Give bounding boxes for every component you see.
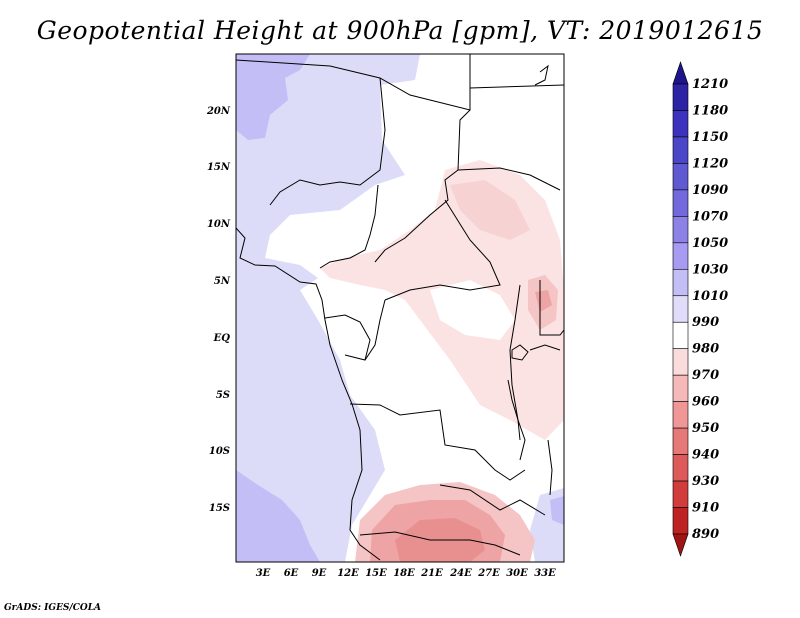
- colorbar-label: 1090: [692, 183, 728, 198]
- colorbar-swatch: [672, 268, 689, 297]
- colorbar-swatch: [672, 216, 689, 244]
- border-north-3: [374, 109, 471, 263]
- map-title: Geopotential Height at 900hPa [gpm], VT:…: [36, 16, 764, 45]
- colorbar-label: 960: [692, 395, 719, 410]
- lat-label: 20N: [206, 106, 231, 117]
- lon-axis: 3E 6E 9E 12E 15E 18E 21E 24E 27E 30E 33E: [256, 568, 556, 579]
- colorbar-swatch: [672, 374, 689, 402]
- border-drc-east: [509, 284, 526, 461]
- colorbar-swatch: [672, 427, 689, 455]
- shade-1030-se-dark: [550, 496, 564, 525]
- colorbar-swatch: [672, 321, 689, 350]
- border-gabon: [324, 314, 371, 361]
- colorbar-label: 1210: [692, 77, 728, 92]
- lon-label: 12E: [337, 568, 359, 579]
- lon-label: 21E: [420, 568, 443, 579]
- lake-tanganyika: [507, 379, 521, 441]
- lon-label: 15E: [365, 568, 387, 579]
- border-drc-south: [349, 403, 526, 481]
- colorbar-label: 910: [692, 501, 719, 516]
- colorbar-label: 1150: [692, 130, 728, 145]
- colorbar-swatch: [672, 348, 689, 376]
- colorbar-swatch: [672, 401, 689, 429]
- border-car: [384, 199, 501, 301]
- colorbar-label: 950: [692, 421, 719, 436]
- colorbar-label: 990: [692, 315, 719, 330]
- colorbar-label: 1010: [692, 289, 728, 304]
- border-east-1: [539, 280, 564, 336]
- lon-label: 27E: [477, 568, 500, 579]
- border-north-4: [469, 84, 564, 89]
- lat-axis: 20N 15N 10N 5N EQ 5S 10S 15S: [206, 106, 231, 514]
- colorbar-label: 1180: [692, 103, 728, 118]
- colorbar-swatch: [672, 507, 689, 535]
- lon-label: 33E: [534, 568, 556, 579]
- lon-label: 18E: [393, 568, 415, 579]
- map-frame: [235, 53, 565, 563]
- lat-label: 10N: [207, 219, 231, 230]
- colorbar-label: 1030: [692, 262, 728, 277]
- border-sudan: [457, 167, 561, 191]
- shade-990-interior-white: [430, 280, 515, 340]
- lon-label: 30E: [506, 568, 528, 579]
- lon-label: 3E: [256, 568, 271, 579]
- colorbar: 1210 1180 1150 1120 1090 1070 1050 1030 1010 990 9…: [672, 61, 728, 557]
- shade-1030-north: [236, 54, 310, 140]
- shade-960-east-core: [535, 290, 552, 312]
- west-africa-coast: [236, 227, 381, 561]
- height-field: [236, 54, 564, 562]
- colorbar-label: 970: [692, 368, 719, 383]
- border-cameroon: [319, 184, 379, 269]
- colorbar-label: 1120: [692, 156, 728, 171]
- colorbar-swatch: [672, 242, 689, 270]
- colorbar-swatch: [672, 110, 689, 138]
- lat-label: 5N: [214, 276, 231, 287]
- shade-980-north-pink: [450, 180, 530, 240]
- lat-label: 15N: [207, 162, 231, 173]
- lat-label: 5S: [216, 390, 230, 401]
- colorbar-swatch: [672, 163, 689, 191]
- border-north-1: [236, 54, 471, 111]
- colorbar-cap-top: [672, 61, 689, 85]
- shade-1010-west: [236, 54, 420, 562]
- colorbar-label: 940: [692, 448, 719, 463]
- border-angola-south: [359, 531, 521, 556]
- shade-1030-southwest: [236, 470, 320, 562]
- lat-label: EQ: [213, 333, 231, 344]
- colorbar-swatch: [672, 83, 689, 111]
- lon-label: 6E: [284, 568, 299, 579]
- colorbar-label: 980: [692, 342, 719, 357]
- border-congo-north: [344, 299, 386, 361]
- border-east-2: [529, 344, 561, 351]
- lon-label: 9E: [312, 568, 327, 579]
- colorbar-swatch: [672, 454, 689, 482]
- country-borders: [236, 54, 564, 561]
- colorbar-label: 930: [692, 474, 719, 489]
- colorbar-swatch: [672, 295, 689, 323]
- credit-label: GrADS: IGES/COLA: [4, 603, 102, 613]
- colorbar-swatch: [672, 136, 689, 164]
- nile-fragment: [534, 64, 549, 86]
- colorbar-swatch: [672, 189, 689, 217]
- border-north-2: [269, 77, 386, 206]
- colorbar-label: 1050: [692, 236, 728, 251]
- colorbar-swatch: [672, 480, 689, 508]
- colorbar-cap-bottom: [672, 533, 689, 557]
- colorbar-label: 890: [692, 527, 719, 542]
- lake-victoria: [511, 344, 529, 361]
- colorbar-label: 1070: [692, 209, 728, 224]
- lon-label: 24E: [449, 568, 472, 579]
- lake-malawi: [547, 439, 553, 496]
- lat-label: 15S: [209, 503, 230, 514]
- lat-label: 10S: [209, 446, 230, 457]
- border-zambia: [439, 484, 546, 516]
